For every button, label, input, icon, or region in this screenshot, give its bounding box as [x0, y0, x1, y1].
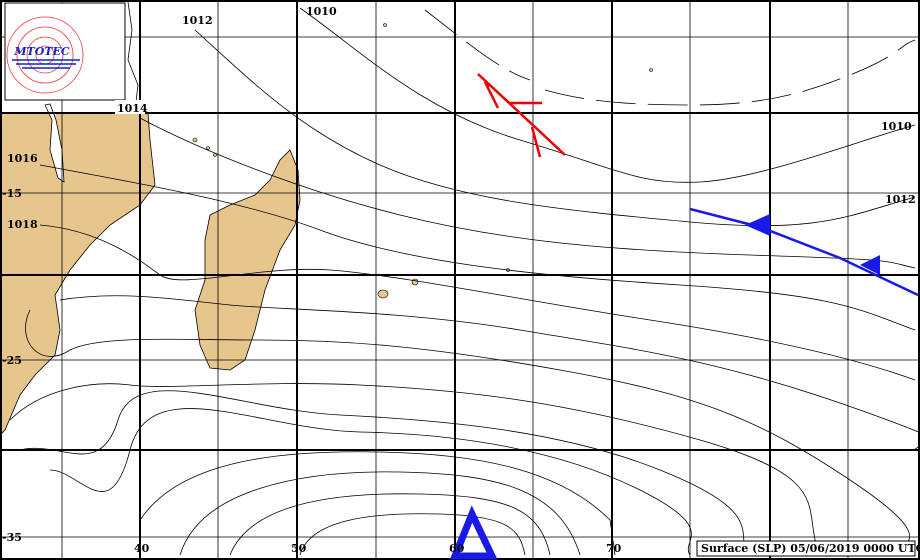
isobar-label: 1018: [7, 218, 38, 231]
longitude-labels: 40 50 60 70: [134, 542, 622, 555]
logo: MTOTEC: [4, 2, 126, 101]
islands: [192, 23, 653, 299]
longitude-label: 60: [449, 542, 465, 555]
red-front: [477, 73, 566, 158]
latitude-label: -15: [2, 187, 22, 200]
longitude-label: 40: [134, 542, 150, 555]
caption: Surface (SLP) 05/06/2019 0000 UTC: [701, 542, 920, 555]
lake: [44, 103, 65, 183]
latitude-label: -25: [2, 354, 22, 367]
isobar-label: 1010: [881, 120, 912, 133]
isobar-label: 1016: [7, 152, 38, 165]
coast: [127, 1, 139, 111]
high-symbol: [449, 505, 498, 560]
caption-box: [696, 540, 916, 557]
isobar-label: 1014: [117, 102, 148, 115]
latitude-label: -35: [2, 531, 22, 544]
isobars: [9, 7, 920, 556]
isobar-label: 1012: [182, 14, 213, 27]
longitude-label: 50: [291, 542, 307, 555]
cold-front: [689, 207, 919, 297]
isobar-label: 1010: [306, 5, 337, 18]
africa: [0, 112, 156, 436]
madagascar: [194, 149, 301, 371]
isobar-labels: 1012 1010 1014 1016 1018 1010 1012: [7, 5, 916, 231]
isobar-label: 1012: [885, 193, 916, 206]
troughs: [424, 9, 916, 106]
logo-text: MTOTEC: [13, 45, 70, 58]
latitude-labels: -15 -25 -35: [2, 187, 22, 544]
longitude-label: 70: [606, 542, 622, 555]
